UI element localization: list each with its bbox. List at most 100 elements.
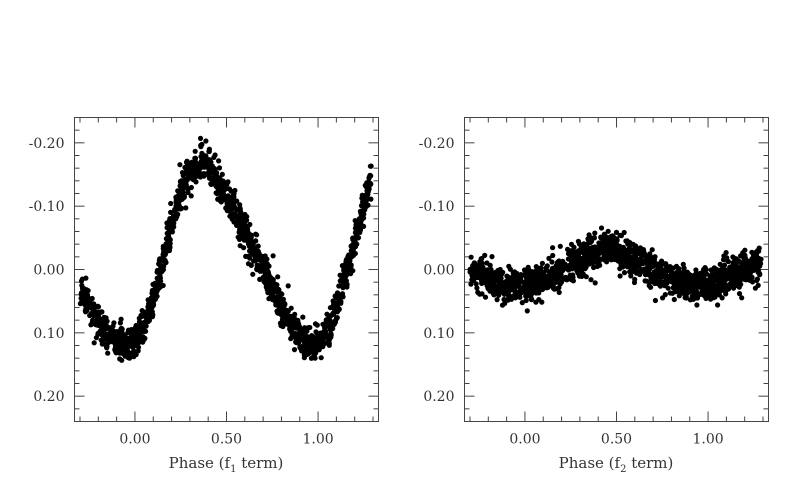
data-point <box>632 267 638 273</box>
data-point <box>185 174 192 180</box>
data-point <box>688 282 694 288</box>
data-point <box>668 273 675 279</box>
data-point <box>680 284 686 290</box>
data-point <box>333 302 339 308</box>
data-point <box>533 299 539 305</box>
data-point <box>285 308 291 314</box>
data-point <box>219 171 225 177</box>
data-point <box>592 252 598 258</box>
data-point <box>307 324 313 331</box>
data-point <box>200 152 206 158</box>
data-point <box>597 240 603 246</box>
data-point <box>241 245 247 251</box>
data-point <box>686 289 692 295</box>
data-point <box>571 264 577 270</box>
data-point <box>208 164 214 170</box>
data-point <box>219 192 226 198</box>
data-point <box>506 292 512 298</box>
data-point <box>599 235 606 241</box>
data-point <box>652 280 658 287</box>
data-point <box>133 322 139 329</box>
data-point <box>617 266 623 272</box>
data-point <box>236 236 243 242</box>
data-point <box>489 254 495 260</box>
data-point <box>336 306 342 313</box>
data-point <box>749 274 755 280</box>
data-point <box>667 290 673 296</box>
data-point <box>206 148 212 155</box>
y-tick-label: -0.10 <box>29 199 65 215</box>
data-point <box>339 283 345 289</box>
data-point <box>550 252 556 259</box>
data-point <box>131 348 137 354</box>
data-point <box>514 270 520 277</box>
data-point <box>560 259 566 266</box>
data-point <box>686 273 692 279</box>
data-point <box>291 334 297 340</box>
data-point <box>713 271 719 277</box>
panel-f1-tick-labels: 0.00 0.50 1.00 -0.20 -0.10 0.00 0.10 0.20 <box>29 136 334 448</box>
data-point <box>270 280 276 286</box>
data-point <box>573 253 579 259</box>
data-point <box>528 281 534 287</box>
data-point <box>575 238 582 244</box>
data-point <box>160 251 166 258</box>
y-tick-label: 0.10 <box>33 326 64 342</box>
data-point <box>692 272 699 278</box>
data-point <box>554 268 560 274</box>
data-point <box>217 180 224 186</box>
data-point <box>83 306 89 312</box>
data-point <box>317 342 323 348</box>
data-point <box>646 272 652 278</box>
data-point <box>487 271 493 277</box>
data-point <box>715 302 721 308</box>
data-point <box>327 305 333 311</box>
data-point <box>702 271 708 277</box>
data-point <box>583 264 589 270</box>
data-point <box>523 270 529 276</box>
data-point <box>164 220 170 226</box>
data-point <box>306 351 312 357</box>
data-point <box>470 263 476 269</box>
data-point <box>280 296 286 302</box>
data-point <box>79 300 85 306</box>
data-point <box>291 317 298 323</box>
data-point <box>304 334 310 340</box>
data-point <box>631 279 638 286</box>
data-point <box>626 246 632 252</box>
data-point <box>577 262 584 269</box>
data-point <box>324 323 330 329</box>
data-point <box>131 340 137 346</box>
data-point <box>728 272 734 278</box>
data-point <box>237 211 243 217</box>
data-point <box>250 241 256 247</box>
data-point <box>666 267 672 273</box>
data-point <box>751 253 757 259</box>
data-point <box>574 268 580 274</box>
data-point <box>190 177 196 183</box>
data-point <box>139 308 145 314</box>
data-point <box>125 349 131 355</box>
data-point <box>644 254 650 260</box>
data-point <box>628 273 634 279</box>
data-point <box>617 232 623 238</box>
data-point <box>613 252 619 258</box>
data-point <box>580 271 586 277</box>
data-point <box>656 269 662 275</box>
data-point <box>231 201 237 207</box>
data-point <box>364 188 370 194</box>
data-point <box>164 230 170 236</box>
data-point <box>739 295 745 301</box>
data-point <box>482 294 489 300</box>
data-point <box>647 279 653 285</box>
data-point <box>706 277 712 283</box>
data-point <box>750 263 757 269</box>
data-point <box>615 258 622 264</box>
data-point <box>95 304 102 310</box>
data-point <box>269 276 275 282</box>
data-point <box>549 259 555 265</box>
data-point <box>204 161 210 167</box>
data-point <box>648 259 654 266</box>
data-point <box>88 310 94 317</box>
